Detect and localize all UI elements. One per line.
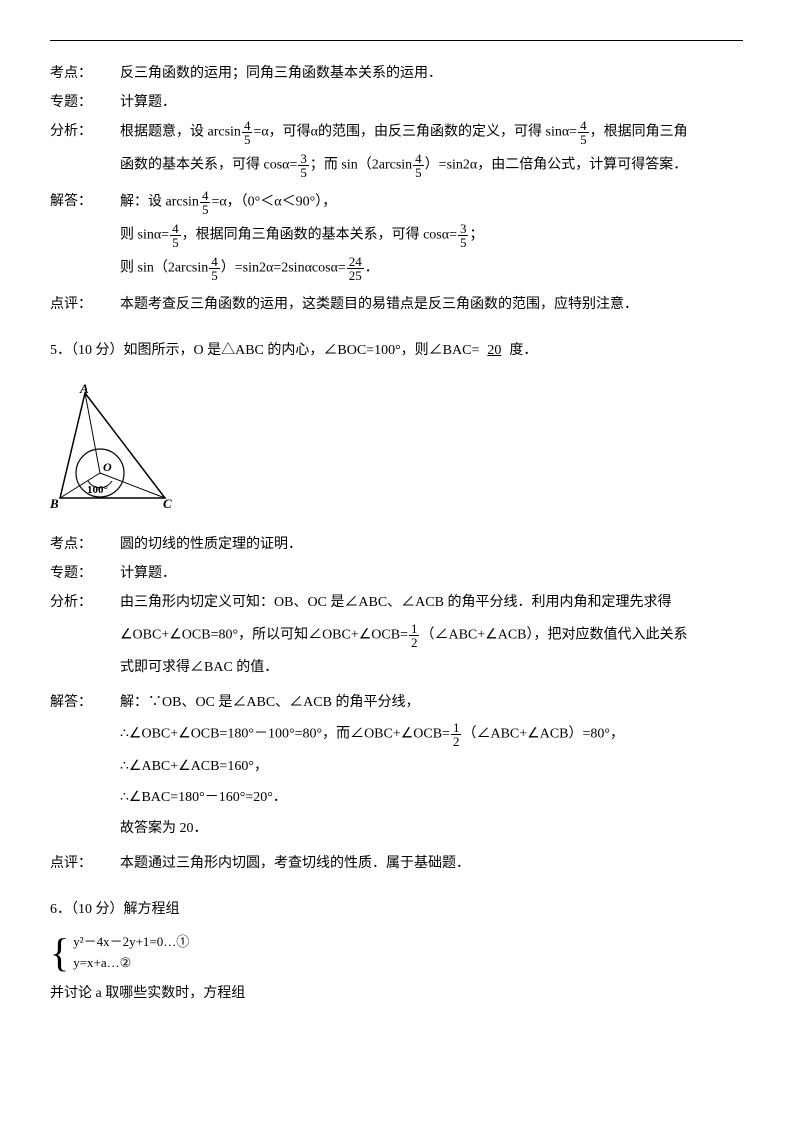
kaodian-label: 考点： bbox=[50, 61, 120, 86]
frac-3-5: 35 bbox=[458, 222, 469, 249]
frac-4-5: 45 bbox=[170, 222, 181, 249]
zhuanti-label: 专题： bbox=[50, 90, 120, 115]
frac-3-5: 35 bbox=[298, 152, 309, 179]
fenxi2-line3: 式即可求得∠BAC 的值． bbox=[120, 655, 743, 680]
triangle-diagram: A B C O 100° bbox=[50, 383, 180, 513]
jieda2-line2: ∴∠OBC+∠OCB=180°－100°=80°，而∠OBC+∠OCB=12（∠… bbox=[120, 721, 743, 748]
svg-text:100°: 100° bbox=[87, 484, 108, 496]
kaodian-content: 反三角函数的运用；同角三角函数基本关系的运用． bbox=[120, 61, 743, 86]
jieda-line3: 则 sin（2arcsin45）=sin2α=2sinαcosα=2425． bbox=[120, 255, 743, 282]
problem-6-title: 6．（10 分）解方程组 bbox=[50, 897, 743, 922]
jieda-label: 解答： bbox=[50, 690, 120, 848]
left-brace-icon: { bbox=[50, 933, 69, 973]
problem-5-unit: 度． bbox=[509, 343, 537, 358]
kaodian-content: 圆的切线的性质定理的证明． bbox=[120, 532, 743, 557]
sec2-kaodian: 考点： 圆的切线的性质定理的证明． bbox=[50, 532, 743, 557]
fenxi-label: 分析： bbox=[50, 590, 120, 685]
dianping-label: 点评： bbox=[50, 851, 120, 876]
frac-4-5: 45 bbox=[578, 119, 589, 146]
svg-text:A: A bbox=[79, 383, 89, 396]
problem-5: 5．（10 分）如图所示，O 是△ABC 的内心，∠BOC=100°，则∠BAC… bbox=[50, 338, 743, 363]
fenxi2-line1: 由三角形内切定义可知：OB、OC 是∠ABC、∠ACB 的角平分线．利用内角和定… bbox=[120, 590, 743, 615]
frac-4-5: 45 bbox=[413, 152, 424, 179]
jieda-line1: 解：设 arcsin45=α，（0°＜α＜90°）， bbox=[120, 189, 743, 216]
svg-text:C: C bbox=[163, 496, 172, 511]
frac-4-5: 45 bbox=[200, 189, 211, 216]
svg-text:O: O bbox=[103, 460, 112, 474]
problem-6-tail: 并讨论 a 取哪些实数时，方程组 bbox=[50, 981, 743, 1006]
dianping-label: 点评： bbox=[50, 292, 120, 317]
fenxi-content: 由三角形内切定义可知：OB、OC 是∠ABC、∠ACB 的角平分线．利用内角和定… bbox=[120, 590, 743, 685]
dianping-content: 本题考查反三角函数的运用，这类题目的易错点是反三角函数的范围，应特别注意． bbox=[120, 292, 743, 317]
fenxi-line2: 函数的基本关系，可得 cosα=35；而 sin（2arcsin45）=sin2… bbox=[120, 152, 743, 179]
equation-2: y=x+a…② bbox=[73, 953, 189, 974]
sec1-dianping: 点评： 本题考查反三角函数的运用，这类题目的易错点是反三角函数的范围，应特别注意… bbox=[50, 292, 743, 317]
dianping-content: 本题通过三角形内切圆，考查切线的性质．属于基础题． bbox=[120, 851, 743, 876]
fenxi2-line2: ∠OBC+∠OCB=80°，所以可知∠OBC+∠OCB=12（∠ABC+∠ACB… bbox=[120, 622, 743, 649]
equation-1: y²－4x－2y+1=0…① bbox=[73, 932, 189, 953]
jieda2-line4: ∴∠BAC=180°－160°=20°． bbox=[120, 785, 743, 810]
top-rule bbox=[50, 40, 743, 41]
sec1-zhuanti: 专题： 计算题． bbox=[50, 90, 743, 115]
jieda-line2: 则 sinα=45，根据同角三角函数的基本关系，可得 cosα=35； bbox=[120, 222, 743, 249]
jieda-content: 解：设 arcsin45=α，（0°＜α＜90°）， 则 sinα=45，根据同… bbox=[120, 189, 743, 288]
jieda2-line3: ∴∠ABC+∠ACB=160°， bbox=[120, 754, 743, 779]
frac-4-5: 45 bbox=[209, 255, 220, 282]
zhuanti-content: 计算题． bbox=[120, 561, 743, 586]
svg-text:B: B bbox=[50, 496, 59, 511]
sec2-fenxi: 分析： 由三角形内切定义可知：OB、OC 是∠ABC、∠ACB 的角平分线．利用… bbox=[50, 590, 743, 685]
kaodian-label: 考点： bbox=[50, 532, 120, 557]
jieda2-line1: 解：∵OB、OC 是∠ABC、∠ACB 的角平分线， bbox=[120, 690, 743, 715]
sec2-dianping: 点评： 本题通过三角形内切圆，考查切线的性质．属于基础题． bbox=[50, 851, 743, 876]
problem-5-answer: 20 bbox=[479, 343, 509, 358]
frac-1-2: 12 bbox=[409, 622, 420, 649]
jieda-label: 解答： bbox=[50, 189, 120, 288]
frac-1-2: 12 bbox=[451, 721, 462, 748]
sec1-jieda: 解答： 解：设 arcsin45=α，（0°＜α＜90°）， 则 sinα=45… bbox=[50, 189, 743, 288]
frac-4-5: 45 bbox=[242, 119, 253, 146]
jieda2-line5: 故答案为 20． bbox=[120, 816, 743, 841]
sec1-fenxi: 分析： 根据题意，设 arcsin45=α，可得α的范围，由反三角函数的定义，可… bbox=[50, 119, 743, 185]
fenxi-content: 根据题意，设 arcsin45=α，可得α的范围，由反三角函数的定义，可得 si… bbox=[120, 119, 743, 185]
zhuanti-label: 专题： bbox=[50, 561, 120, 586]
zhuanti-content: 计算题． bbox=[120, 90, 743, 115]
problem-5-text: 5．（10 分）如图所示，O 是△ABC 的内心，∠BOC=100°，则∠BAC… bbox=[50, 343, 479, 358]
sec1-kaodian: 考点： 反三角函数的运用；同角三角函数基本关系的运用． bbox=[50, 61, 743, 86]
sec2-zhuanti: 专题： 计算题． bbox=[50, 561, 743, 586]
fenxi-line1: 根据题意，设 arcsin45=α，可得α的范围，由反三角函数的定义，可得 si… bbox=[120, 119, 743, 146]
jieda-content: 解：∵OB、OC 是∠ABC、∠ACB 的角平分线， ∴∠OBC+∠OCB=18… bbox=[120, 690, 743, 848]
sec2-jieda: 解答： 解：∵OB、OC 是∠ABC、∠ACB 的角平分线， ∴∠OBC+∠OC… bbox=[50, 690, 743, 848]
fenxi-label: 分析： bbox=[50, 119, 120, 185]
equation-system: { y²－4x－2y+1=0…① y=x+a…② bbox=[50, 932, 743, 974]
frac-24-25: 2425 bbox=[347, 255, 364, 282]
